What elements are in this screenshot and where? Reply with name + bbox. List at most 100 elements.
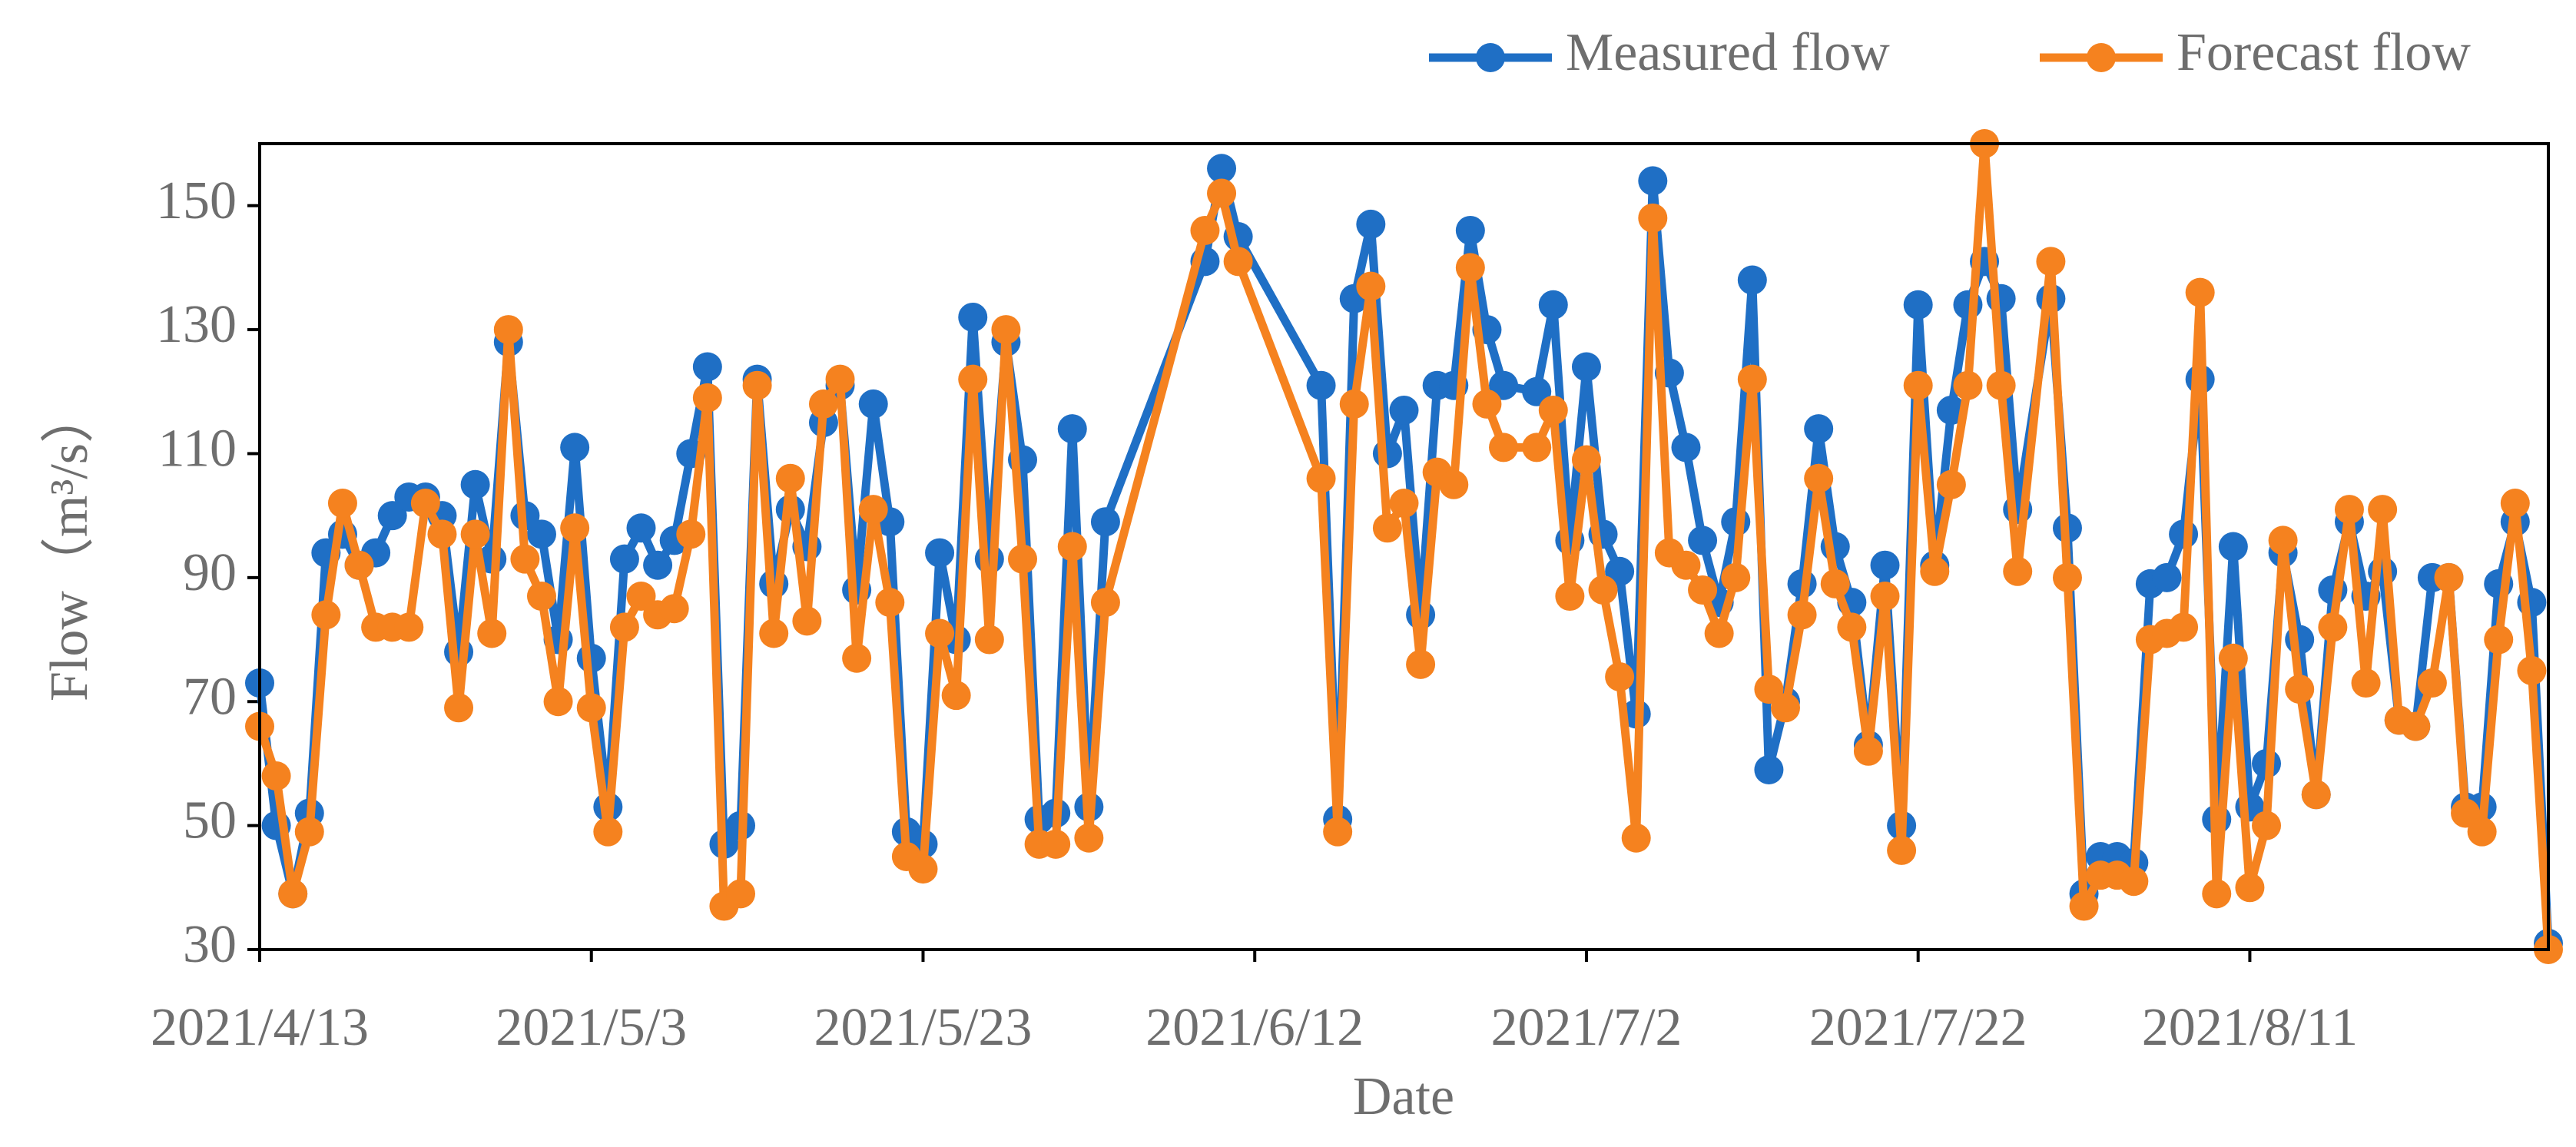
series-marker (2285, 675, 2315, 704)
series-marker (1207, 178, 1237, 208)
series-marker (1737, 265, 1767, 295)
series-marker (1057, 532, 1087, 562)
series-marker (858, 389, 888, 419)
series-marker (676, 519, 706, 549)
series-marker (1439, 469, 1469, 499)
series-marker (1090, 588, 1120, 618)
x-tick-label: 2021/7/22 (1809, 998, 2027, 1057)
legend-label: Measured flow (1566, 23, 1890, 82)
series-marker (825, 364, 855, 394)
series-marker (1522, 433, 1552, 462)
series-marker (1688, 525, 1718, 555)
series-marker (1771, 693, 1800, 723)
y-tick-label: 110 (158, 419, 237, 479)
series-marker (1571, 445, 1601, 475)
series-marker (958, 364, 988, 394)
series-marker (1522, 376, 1552, 406)
series-marker (410, 489, 440, 519)
series-marker (1041, 829, 1071, 859)
series-marker (609, 544, 639, 574)
series-marker (2517, 655, 2547, 685)
series-marker (974, 625, 1004, 655)
x-axis-label: Date (1353, 1067, 1454, 1126)
series-marker (2169, 612, 2199, 642)
series-marker (2119, 867, 2149, 897)
series-marker (2500, 489, 2530, 519)
series-marker (2467, 817, 2497, 847)
series-marker (1455, 215, 1485, 245)
series-marker (2152, 562, 2182, 592)
series-marker (775, 463, 805, 493)
series-marker (1903, 370, 1933, 400)
series-marker (1571, 352, 1601, 382)
series-marker (261, 761, 291, 791)
series-marker (842, 643, 872, 673)
series-marker (1671, 550, 1701, 580)
series-marker (560, 433, 590, 462)
series-marker (1953, 370, 1983, 400)
series-marker (344, 550, 374, 580)
series-marker (1472, 389, 1502, 419)
series-marker (2185, 277, 2215, 307)
series-marker (1621, 823, 1651, 853)
series-marker (692, 383, 722, 413)
series-marker (2318, 612, 2348, 642)
series-marker (726, 879, 756, 909)
y-tick-label: 30 (183, 915, 237, 974)
series-marker (1870, 550, 1900, 580)
series-marker (2301, 780, 2331, 810)
series-marker (1870, 582, 1900, 612)
series-marker (2252, 811, 2282, 840)
series-marker (1306, 370, 1336, 400)
series-marker (1704, 618, 1734, 648)
series-marker (2368, 495, 2398, 525)
x-tick-label: 2021/4/13 (151, 998, 369, 1057)
x-tick-label: 2021/7/2 (1491, 998, 1683, 1057)
series-marker (1837, 612, 1867, 642)
series-marker (1455, 253, 1485, 283)
series-marker (2218, 643, 2248, 673)
series-marker (2401, 711, 2431, 741)
series-marker (2218, 532, 2248, 562)
series-marker (327, 489, 357, 519)
series-marker (1903, 290, 1933, 320)
series-marker (460, 469, 490, 499)
series-marker (1372, 439, 1402, 469)
series-marker (858, 495, 888, 525)
series-marker (1207, 154, 1237, 184)
series-marker (1372, 513, 1402, 543)
series-marker (1688, 575, 1718, 605)
series-marker (593, 817, 623, 847)
plot-frame (258, 142, 2550, 951)
y-tick-label: 90 (183, 543, 237, 602)
series-marker (2052, 562, 2082, 592)
series-marker (1588, 575, 1618, 605)
series-marker (1223, 247, 1253, 277)
series-marker (1074, 823, 1104, 853)
series-marker (1406, 649, 1436, 679)
x-tick-label: 2021/5/23 (814, 998, 1033, 1057)
series-marker (1936, 469, 1966, 499)
series-marker (1804, 463, 1834, 493)
series-line (255, 139, 2553, 950)
series-marker (1090, 507, 1120, 537)
series-marker (2069, 891, 2099, 921)
series-marker (444, 693, 474, 723)
y-tick-label: 130 (156, 295, 237, 354)
y-tick-label: 70 (183, 667, 237, 726)
series-marker (2417, 668, 2447, 698)
series-marker (759, 618, 789, 648)
series-marker (1489, 370, 1519, 400)
series-marker (1538, 395, 1568, 425)
series-marker (1190, 215, 1220, 245)
series-marker (1306, 463, 1336, 493)
series-marker (626, 582, 656, 612)
series-marker (1605, 661, 1635, 691)
series-marker (1986, 370, 2016, 400)
series-marker (1389, 489, 1419, 519)
x-tick-label: 2021/8/11 (2142, 998, 2358, 1057)
series-marker (2334, 495, 2364, 525)
series-marker (526, 519, 556, 549)
